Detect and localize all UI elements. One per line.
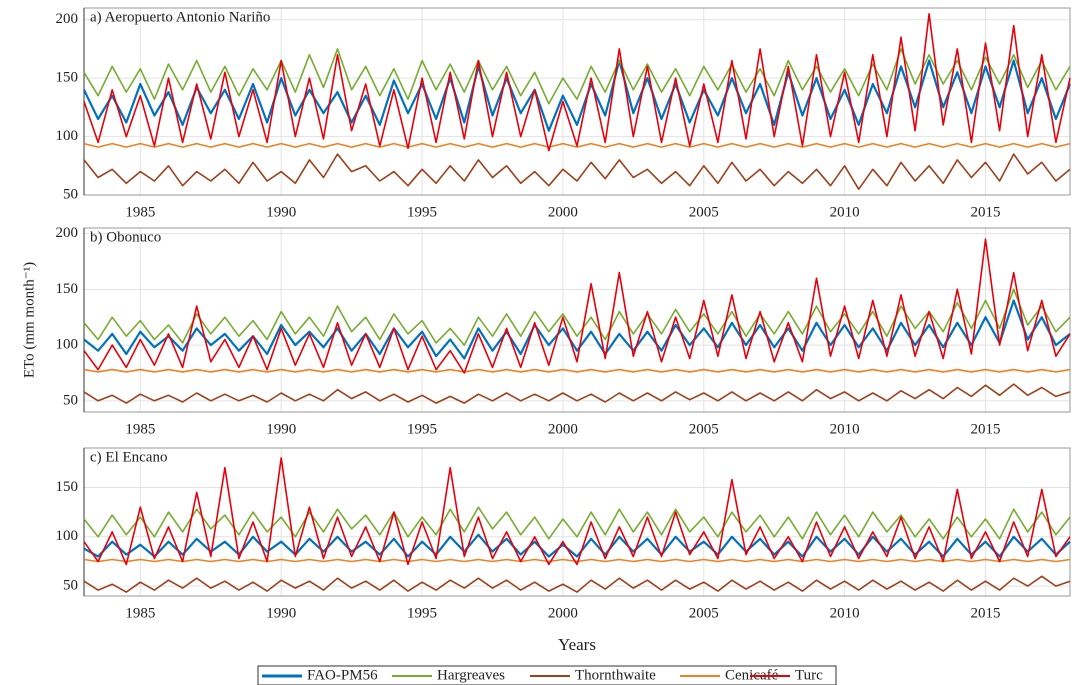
y-tick-label: 150 xyxy=(56,479,79,495)
panel-title: c) El Encano xyxy=(90,449,167,465)
series-line xyxy=(83,457,1071,566)
x-tick-label: 2005 xyxy=(689,421,719,437)
y-tick-label: 150 xyxy=(56,281,79,297)
x-tick-label: 1990 xyxy=(266,421,296,437)
x-tick-label: 1995 xyxy=(407,204,437,220)
y-tick-label: 100 xyxy=(56,337,79,353)
y-axis-label: ETo (mm month⁻¹) xyxy=(21,262,37,378)
series-line xyxy=(83,13,1071,152)
x-tick-label: 2015 xyxy=(970,204,1000,220)
x-tick-label: 1990 xyxy=(266,204,296,220)
legend-label: Thornthwaite xyxy=(575,667,656,683)
x-tick-label: 2005 xyxy=(689,204,719,220)
legend-label: Turc xyxy=(795,667,823,683)
y-tick-label: 50 xyxy=(63,392,78,408)
x-tick-label: 2015 xyxy=(970,421,1000,437)
plot-frame xyxy=(83,447,1071,597)
series-line xyxy=(83,368,1071,373)
y-tick-label: 100 xyxy=(56,128,79,144)
x-tick-label: 1990 xyxy=(266,605,296,621)
series-line xyxy=(83,48,1071,105)
x-tick-label: 1985 xyxy=(125,204,155,220)
x-tick-label: 2010 xyxy=(830,204,860,220)
panel-title: b) Obonuco xyxy=(90,229,161,245)
y-tick-label: 200 xyxy=(56,225,79,241)
y-tick-label: 50 xyxy=(63,578,78,594)
x-tick-label: 1995 xyxy=(407,421,437,437)
x-tick-label: 2000 xyxy=(548,605,578,621)
series-line xyxy=(83,142,1071,148)
series-line xyxy=(83,558,1071,563)
y-tick-label: 100 xyxy=(56,528,79,544)
x-tick-label: 2000 xyxy=(548,204,578,220)
x-tick-label: 1995 xyxy=(407,605,437,621)
x-axis-label: Years xyxy=(558,635,596,654)
x-tick-label: 2015 xyxy=(970,605,1000,621)
series-line xyxy=(83,575,1071,593)
series-line xyxy=(83,506,1071,540)
x-tick-label: 1985 xyxy=(125,421,155,437)
x-tick-label: 2005 xyxy=(689,605,719,621)
series-line xyxy=(83,383,1071,404)
y-tick-label: 150 xyxy=(56,70,79,86)
panel-title: a) Aeropuerto Antonio Nariño xyxy=(90,9,270,25)
series-line xyxy=(83,533,1071,558)
legend-label: Hargreaves xyxy=(437,667,505,683)
legend-label: FAO-PM56 xyxy=(307,667,378,683)
y-tick-label: 50 xyxy=(63,186,78,202)
x-tick-label: 2000 xyxy=(548,421,578,437)
series-line xyxy=(83,238,1071,374)
series-line xyxy=(83,153,1071,190)
x-tick-label: 1985 xyxy=(125,605,155,621)
x-tick-label: 2010 xyxy=(830,421,860,437)
y-tick-label: 200 xyxy=(56,11,79,27)
x-tick-label: 2010 xyxy=(830,605,860,621)
series-line xyxy=(83,299,1071,360)
series-line xyxy=(83,59,1072,132)
